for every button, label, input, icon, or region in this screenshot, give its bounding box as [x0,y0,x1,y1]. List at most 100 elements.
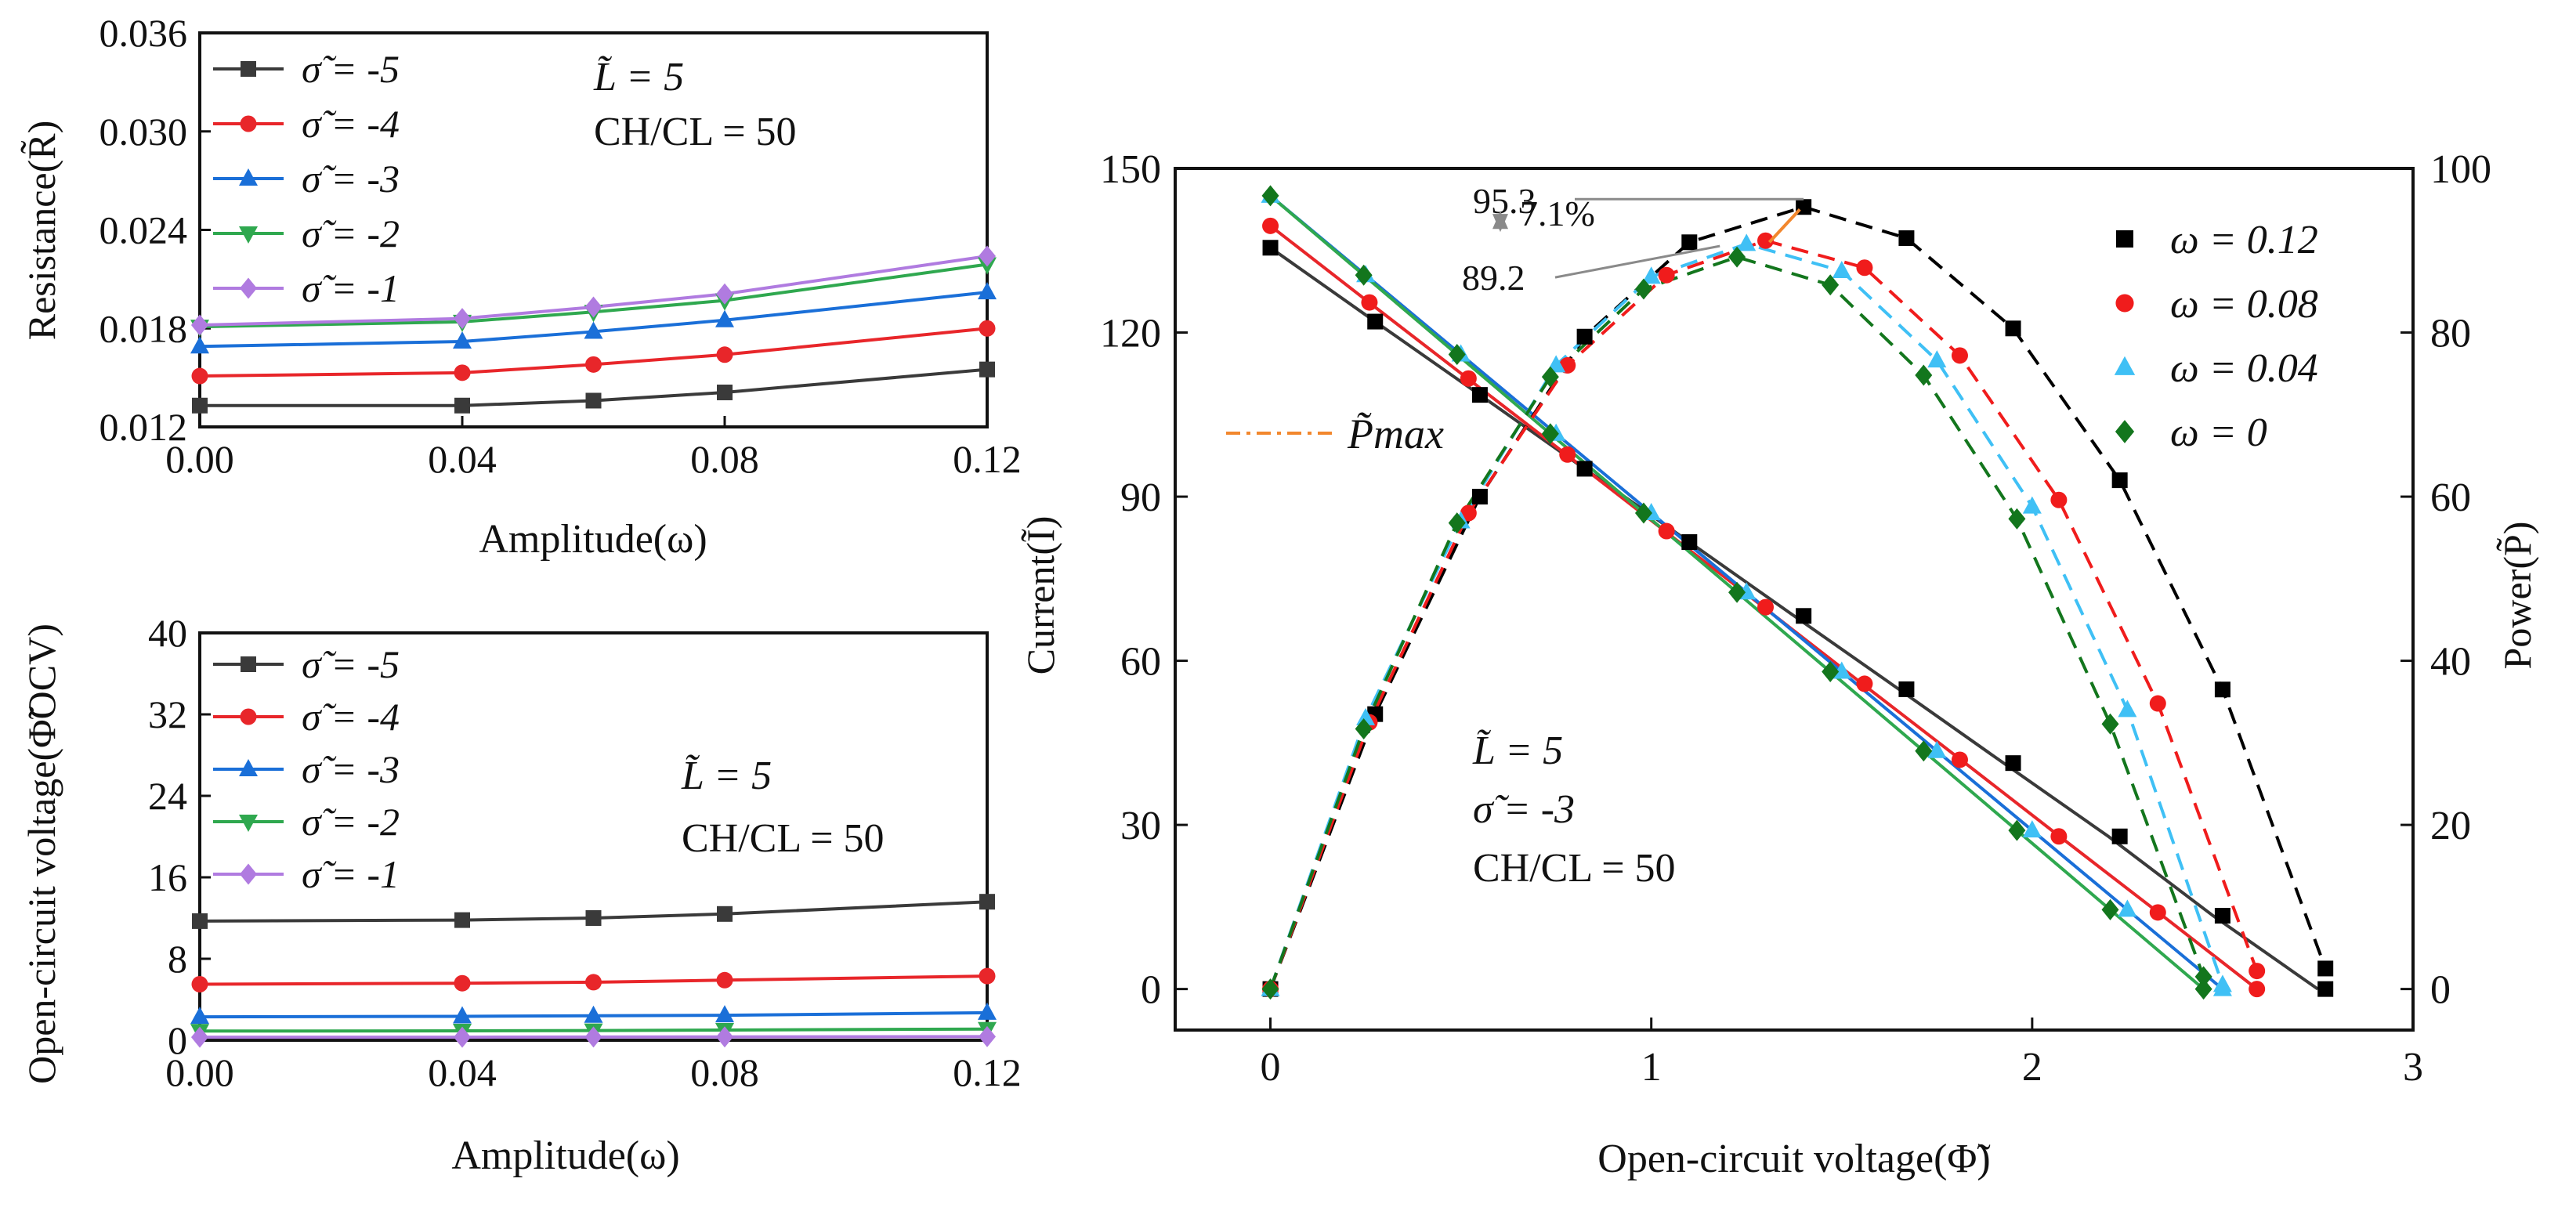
x-tick-label: 0.12 [953,1050,1022,1094]
legend-marker [2114,356,2136,375]
current-point [1460,370,1477,387]
legend-label: σ̃ = -3 [302,747,400,791]
x-tick-label: 0.00 [165,437,234,481]
data-point [584,296,602,318]
y-tick-label: 60 [1120,640,1161,685]
power-point [1448,512,1466,534]
power-point [2005,320,2021,337]
y-tick-label: 30 [1120,804,1161,848]
legend-marker [240,115,257,132]
ocv-annotation-length: L̃ = 5 [681,754,772,798]
data-point [584,1026,602,1048]
current-point [1832,661,1851,679]
data-point [453,1006,472,1024]
y2-tick-label: 40 [2430,640,2471,685]
y-tick-label: 0.012 [99,405,188,449]
iv-power-markers [1261,185,2334,1000]
legend-marker [2115,420,2135,443]
data-point [585,356,602,373]
current-point [1576,461,1593,477]
y2-tick-label: 0 [2430,968,2451,1013]
data-point [454,364,471,381]
legend-label: ω = 0.08 [2170,282,2318,327]
legend-marker [2115,294,2134,313]
power-point [1728,246,1746,268]
legend-label: σ̃ = -3 [302,157,400,201]
legend-marker [239,168,258,186]
power-point [2050,491,2068,508]
y2-tick-label: 80 [2430,312,2471,356]
x-tick-label: 0.08 [690,1050,759,1094]
current-point [1541,423,1559,445]
current-line [1269,246,2319,991]
power-line [1268,255,2205,990]
legend-marker [240,863,257,885]
data-point [716,283,733,305]
legend-marker [240,708,257,725]
legend-marker [241,61,256,77]
data-point [454,397,470,414]
power-point [1757,232,1775,249]
current-point [2149,904,2166,921]
power-point [1915,364,1933,386]
y-tick-label: 0 [1141,968,1161,1013]
resistance-axis-ticks: 0.00 0.04 0.08 0.12 0.012 0.018 0.024 0.030 0.03… [99,11,1022,481]
legend-marker [239,759,258,776]
power-point [1261,978,1279,1000]
data-point [585,910,602,926]
data-point [584,321,603,339]
current-point [1361,294,1378,311]
ocv-series-markers [190,894,997,1048]
data-point [190,1007,209,1025]
data-point [717,906,733,922]
legend-label: σ̃ = -1 [302,266,400,310]
y-tick-label: 8 [168,937,187,981]
legend-label: ω = 0.04 [2170,346,2318,391]
current-point [1262,217,1279,234]
y-tick-label: 16 [148,855,187,899]
data-point [979,894,995,910]
y-tick-label: 0 [168,1018,187,1062]
legend-label: σ̃ = -2 [302,800,400,844]
x-tick-label: 0.08 [690,437,759,481]
legend-marker [240,277,257,299]
peak-line-bottom [1554,244,1720,279]
data-point [454,308,471,330]
power-point [2008,508,2026,530]
iv-plot-frame [1174,167,2415,1032]
current-point [2101,898,2119,920]
power-point [1356,707,1376,725]
current-point [1856,675,1873,692]
legend-label: ω = 0 [2170,410,2267,455]
current-point [1898,681,1915,697]
y-tick-label: 0.036 [99,11,188,55]
power-point [2214,681,2230,698]
power-point [1681,234,1698,251]
iv-legend: ω = 0.12 ω = 0.08 ω = 0.04 ω = 0 [2114,218,2318,455]
x-tick-label: 0.04 [428,1050,497,1094]
resistance-annotation-ratio: CH/CL = 50 [594,110,797,154]
legend-marker [241,656,256,672]
data-point [979,361,995,378]
data-point [190,336,209,354]
resistance-legend: σ̃ = -5 σ̃ = -4 σ̃ = -3 σ̃ = -2 σ̃ = -1 [213,47,400,310]
x-tick-label: 0.12 [953,437,1022,481]
current-point [2022,820,2042,838]
x-tick-label: 0.04 [428,437,497,481]
current-point [1355,264,1373,286]
x-tick-label: 2 [2022,1045,2042,1090]
power-point [1927,350,1947,368]
legend-label: ω = 0.12 [2170,218,2318,262]
current-point [1471,387,1488,403]
current-point [2118,899,2137,917]
data-point [717,384,733,400]
ocv-y-axis-label: Open-circuit voltage(Φ̃OCV) [20,624,63,1084]
power-point [1471,489,1488,505]
current-point [1367,313,1384,330]
current-point [1728,581,1746,603]
data-point [979,245,996,267]
legend-label: σ̃ = -5 [302,642,400,686]
power-point [1576,328,1593,345]
